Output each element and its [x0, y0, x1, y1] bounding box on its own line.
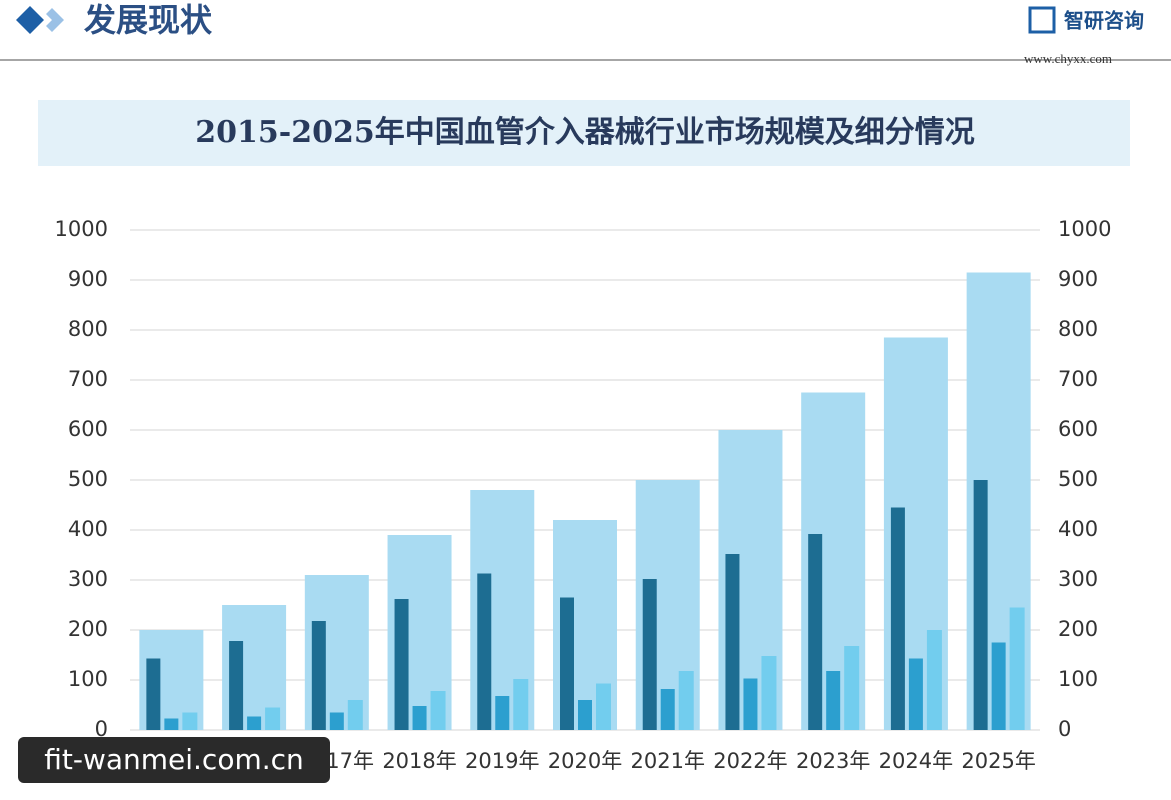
y2-tick-label: 600	[1058, 417, 1098, 441]
header-title: 发展现状	[84, 1, 213, 39]
bar	[826, 671, 841, 730]
bar	[1009, 607, 1025, 730]
bar	[495, 696, 510, 730]
y2-tick-label: 200	[1058, 617, 1098, 641]
bar	[311, 621, 326, 730]
y2-tick-label: 400	[1058, 517, 1098, 541]
bar	[164, 718, 179, 730]
bar	[725, 554, 740, 730]
bar	[926, 630, 942, 730]
y2-tick-label: 500	[1058, 467, 1098, 491]
x-tick-label: 2018年	[382, 749, 456, 773]
y2-tick-label: 1000	[1058, 217, 1111, 241]
bar	[347, 700, 363, 730]
bar	[991, 642, 1006, 730]
logo-icon	[1028, 6, 1056, 34]
y-tick-label: 400	[68, 517, 108, 541]
y2-tick-label: 800	[1058, 317, 1098, 341]
chart-title: 2015-2025年中国血管介入器械行业市场规模及细分情况	[195, 115, 974, 150]
header-icon	[46, 8, 64, 32]
x-tick-label: 2021年	[631, 749, 705, 773]
y-tick-label: 600	[68, 417, 108, 441]
y2-tick-label: 900	[1058, 267, 1098, 291]
bar	[265, 707, 281, 730]
y-tick-label: 900	[68, 267, 108, 291]
x-tick-label: 2023年	[796, 749, 870, 773]
x-tick-label: 2025年	[961, 749, 1035, 773]
bar	[394, 599, 409, 730]
x-tick-label: 2020年	[548, 749, 622, 773]
x-tick-label: 2019年	[465, 749, 539, 773]
y-tick-label: 500	[68, 467, 108, 491]
y-tick-label: 0	[95, 717, 108, 741]
bar	[908, 658, 923, 730]
x-tick-label: 2024年	[879, 749, 953, 773]
watermark-text: fit-wanmei.com.cn	[44, 743, 304, 776]
bar	[412, 706, 427, 730]
bar	[761, 656, 777, 730]
bar	[329, 712, 344, 730]
y-tick-label: 200	[68, 617, 108, 641]
bar	[229, 641, 244, 730]
y2-tick-label: 700	[1058, 367, 1098, 391]
bar	[182, 712, 198, 730]
y-tick-label: 1000	[55, 217, 108, 241]
logo-url: www.chyxx.com	[1024, 51, 1112, 66]
y-tick-label: 800	[68, 317, 108, 341]
y-tick-label: 100	[68, 667, 108, 691]
y-tick-label: 300	[68, 567, 108, 591]
y2-tick-label: 300	[1058, 567, 1098, 591]
bar	[890, 507, 905, 730]
bar	[578, 700, 592, 730]
bar	[560, 597, 574, 730]
y2-tick-label: 100	[1058, 667, 1098, 691]
y-tick-label: 700	[68, 367, 108, 391]
header-icon	[16, 6, 44, 34]
bar	[743, 678, 758, 730]
logo-text: 智研咨询	[1064, 9, 1144, 33]
bar	[477, 573, 492, 730]
x-tick-label: 2022年	[713, 749, 787, 773]
bar	[513, 679, 529, 730]
title-band	[38, 100, 1130, 166]
bar	[642, 579, 657, 730]
bar	[596, 683, 611, 730]
bar	[678, 671, 694, 730]
bar	[146, 658, 161, 730]
bar	[430, 691, 446, 730]
bar	[660, 689, 675, 730]
watermark-box	[18, 737, 330, 783]
bar	[808, 534, 823, 730]
bar	[973, 480, 988, 730]
bar	[247, 716, 262, 730]
bar	[844, 646, 860, 730]
y2-tick-label: 0	[1058, 717, 1071, 741]
